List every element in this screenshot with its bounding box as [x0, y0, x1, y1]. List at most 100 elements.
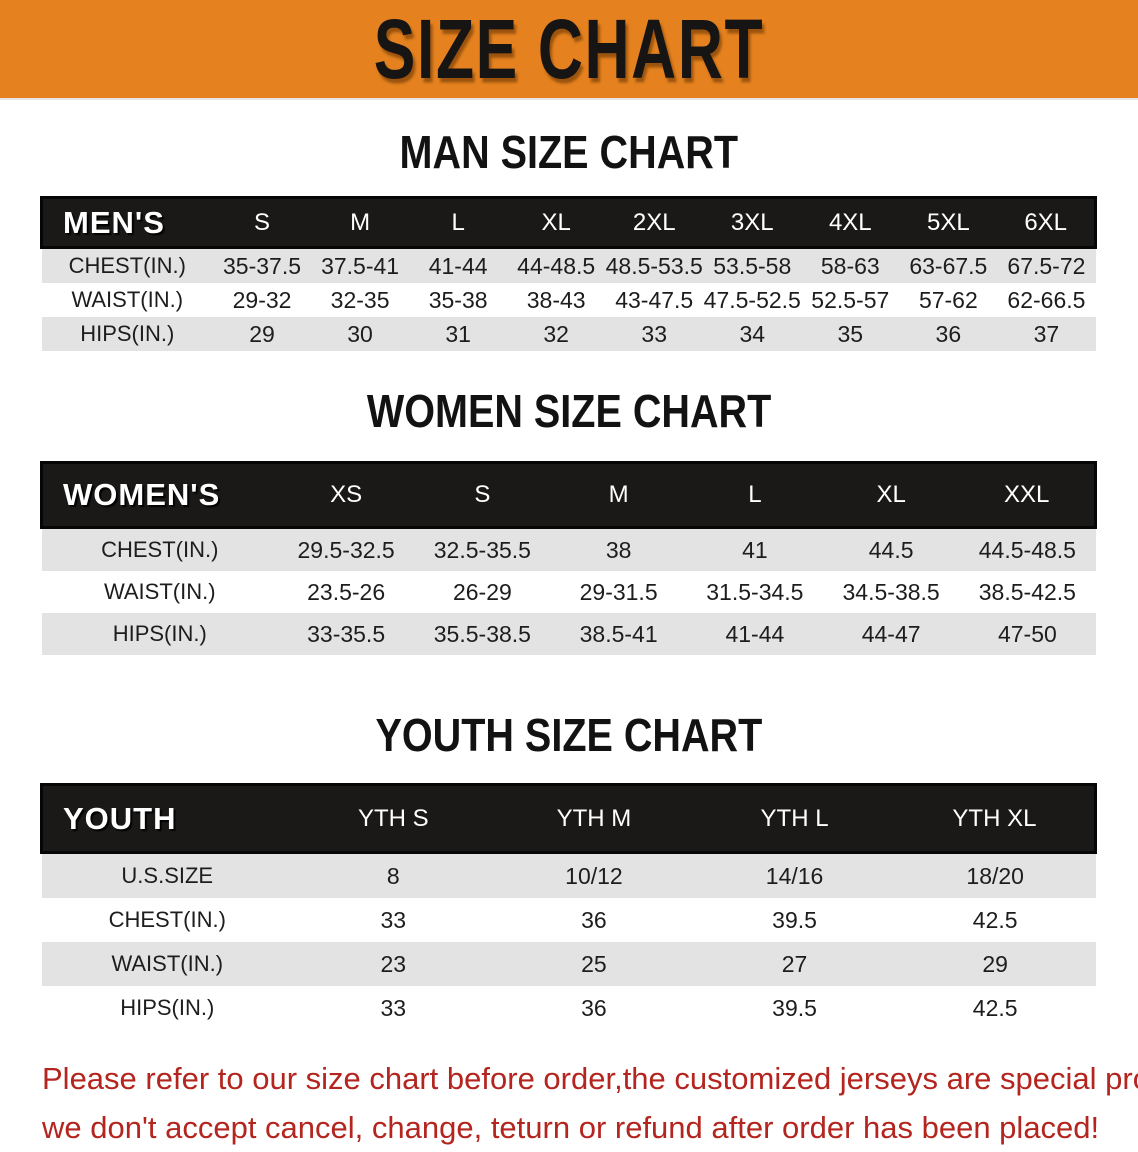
column-header: 2XL	[605, 196, 704, 249]
women-size-section: WOMEN SIZE CHART WOMEN'S XS S M L XL XXL CHEST(…	[0, 385, 1138, 655]
table-cell: 36	[935, 320, 962, 347]
column-header: 5XL	[899, 196, 998, 249]
table-row: CHEST(IN.) 33 36 39.5 42.5	[41, 898, 1096, 942]
table-cell: 23	[380, 950, 407, 977]
table-cell: 36	[581, 906, 607, 933]
table-cell: 52.5-57	[811, 286, 890, 313]
column-header: L	[409, 196, 508, 249]
table-cell: 35-37.5	[223, 252, 302, 279]
table-cell: 32	[543, 320, 569, 347]
table-cell: 47.5-52.5	[703, 286, 801, 313]
table-cell: 32.5-35.5	[433, 536, 531, 563]
table-cell: 48.5-53.5	[605, 252, 703, 279]
table-cell: 35	[837, 320, 864, 347]
column-header: XL	[507, 196, 606, 249]
men-size-table: MEN'S S M L XL 2XL 3XL 4XL 5XL 6XL CHEST(IN.) 35-37…	[40, 196, 1098, 351]
page-title: SIZE CHART	[373, 1, 765, 97]
column-header: 4XL	[801, 196, 900, 249]
youth-size-table: YOUTH YTH S YTH M YTH L YTH XL U.S.SIZE 8 10/12…	[40, 783, 1097, 1030]
table-cell: 38-43	[526, 286, 586, 313]
table-cell: 42.5	[972, 906, 1018, 933]
table-cell: 58-63	[820, 252, 880, 279]
table-cell: 44.5	[868, 536, 914, 563]
table-row: WAIST(IN.) 29-32 32-35 35-38 38-43 43-47.5 47.…	[41, 283, 1096, 317]
women-section-title-text: WOMEN SIZE CHART	[366, 385, 772, 437]
table-corner-label: MEN'S	[40, 196, 213, 249]
column-header: 6XL	[997, 196, 1098, 249]
row-label: U.S.SIZE	[121, 863, 214, 888]
disclaimer-line-2: we don't accept cancel, change, teturn o…	[42, 1110, 1100, 1145]
column-header: YTH XL	[894, 783, 1097, 854]
column-header: S	[414, 461, 551, 529]
table-cell: 34	[739, 320, 766, 347]
table-row: HIPS(IN.) 29 30 31 32 33 34 35 36 37	[41, 317, 1096, 351]
table-cell: 14/16	[765, 862, 824, 889]
column-header: XS	[278, 461, 415, 529]
table-cell: 25	[581, 950, 607, 977]
table-cell: 63-67.5	[909, 252, 988, 279]
table-cell: 39.5	[772, 994, 817, 1021]
column-header: 3XL	[703, 196, 802, 249]
disclaimer-line-1: Please refer to our size chart before or…	[42, 1061, 1138, 1096]
table-cell: 57-62	[918, 286, 978, 313]
table-cell: 38	[605, 536, 632, 563]
table-row: WAIST(IN.) 23.5-26 26-29 29-31.5 31.5-34.5 34…	[41, 571, 1096, 613]
men-section-title-text: MAN SIZE CHART	[399, 126, 739, 178]
column-header: L	[686, 461, 823, 529]
table-cell: 39.5	[772, 906, 817, 933]
table-cell: 36	[581, 994, 607, 1021]
row-label: CHEST(IN.)	[108, 907, 226, 932]
table-header-row: YOUTH YTH S YTH M YTH L YTH XL	[40, 783, 1097, 854]
table-cell: 8	[386, 862, 400, 889]
row-label: HIPS(IN.)	[80, 321, 175, 346]
table-cell: 37	[1033, 320, 1060, 347]
table-header-row: MEN'S S M L XL 2XL 3XL 4XL 5XL 6XL	[40, 196, 1098, 249]
table-cell: 31.5-34.5	[706, 578, 804, 605]
table-cell: 44.5-48.5	[978, 536, 1076, 563]
table-cell: 42.5	[972, 994, 1018, 1021]
row-label: CHEST(IN.)	[68, 253, 186, 278]
column-header: XXL	[959, 461, 1098, 529]
column-header: M	[550, 461, 687, 529]
table-row: CHEST(IN.) 35-37.5 37.5-41 41-44 44-48.5 48.5…	[41, 247, 1096, 283]
men-size-section: MAN SIZE CHART MEN'S S M L XL 2XL 3XL 4XL 5XL 6XL…	[0, 126, 1138, 351]
column-header: S	[213, 196, 312, 249]
youth-section-title-text: YOUTH SIZE CHART	[375, 709, 763, 761]
table-cell: 41	[742, 536, 768, 563]
column-header: YTH L	[694, 783, 895, 854]
table-cell: 34.5-38.5	[842, 578, 940, 605]
column-header: YTH M	[493, 783, 695, 854]
table-header-row: WOMEN'S XS S M L XL XXL	[40, 461, 1098, 529]
table-cell: 33	[380, 906, 407, 933]
table-row: U.S.SIZE 8 10/12 14/16 18/20	[41, 852, 1096, 898]
table-cell: 44-48.5	[517, 252, 596, 279]
table-cell: 62-66.5	[1007, 286, 1086, 313]
row-label: WAIST(IN.)	[111, 951, 224, 976]
size-chart-banner: SIZE CHART	[0, 0, 1138, 100]
table-cell: 38.5-41	[579, 620, 658, 647]
table-row: WAIST(IN.) 23 25 27 29	[41, 942, 1096, 986]
table-cell: 32-35	[330, 286, 390, 313]
row-label: WAIST(IN.)	[71, 287, 184, 312]
table-cell: 43-47.5	[615, 286, 694, 313]
row-label: HIPS(IN.)	[120, 995, 215, 1020]
men-section-title: MAN SIZE CHART	[0, 126, 1138, 178]
table-corner-label: YOUTH	[40, 783, 293, 854]
table-cell: 29	[982, 950, 1008, 977]
table-cell: 67.5-72	[1007, 252, 1086, 279]
table-cell: 33	[641, 320, 667, 347]
table-cell: 26-29	[452, 578, 512, 605]
table-cell: 29	[249, 320, 275, 347]
table-cell: 18/20	[966, 862, 1024, 889]
column-header: YTH S	[293, 783, 494, 854]
table-cell: 29-32	[232, 286, 292, 313]
table-cell: 10/12	[565, 862, 623, 889]
row-label: WAIST(IN.)	[103, 579, 216, 604]
table-cell: 38.5-42.5	[978, 578, 1076, 605]
women-size-table: WOMEN'S XS S M L XL XXL CHEST(IN.) 29.5-32.5 32.5…	[40, 461, 1098, 655]
table-corner-label: WOMEN'S	[40, 461, 278, 529]
table-cell: 35.5-38.5	[433, 620, 531, 647]
table-cell: 31	[445, 320, 471, 347]
column-header: M	[311, 196, 410, 249]
youth-section-title: YOUTH SIZE CHART	[0, 709, 1138, 761]
